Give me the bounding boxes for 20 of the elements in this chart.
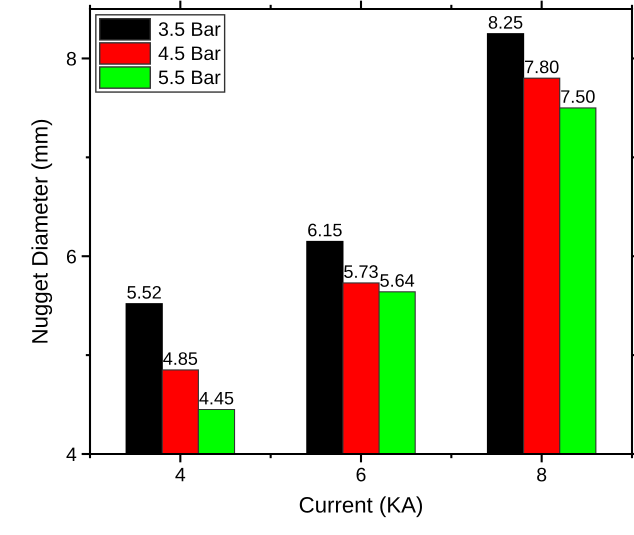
data-label: 5.52: [127, 286, 161, 299]
data-label: 4.85: [163, 352, 198, 365]
data-label: 8.25: [488, 16, 522, 29]
data-label: 4.45: [199, 392, 234, 405]
data-label: 7.80: [525, 60, 559, 74]
y-tick-label: 4: [66, 448, 76, 462]
data-label: 7.50: [561, 90, 595, 103]
legend-label: 3.5 Bar: [158, 22, 220, 36]
y-axis-title: Nugget Diameter (mm): [31, 120, 52, 343]
data-label: 5.64: [380, 274, 414, 287]
y-tick-label: 8: [66, 52, 76, 66]
y-tick-label: 6: [66, 250, 76, 264]
legend-label: 4.5 Bar: [158, 46, 220, 60]
data-label: 6.15: [308, 224, 342, 236]
x-tick-label: 6: [356, 468, 366, 482]
x-tick-label: 4: [175, 468, 186, 482]
x-axis-title: Current (KA): [300, 496, 422, 518]
x-tick-label: 8: [537, 468, 546, 482]
data-label: 5.73: [344, 265, 378, 278]
legend-label: 5.5 Bar: [158, 70, 220, 84]
